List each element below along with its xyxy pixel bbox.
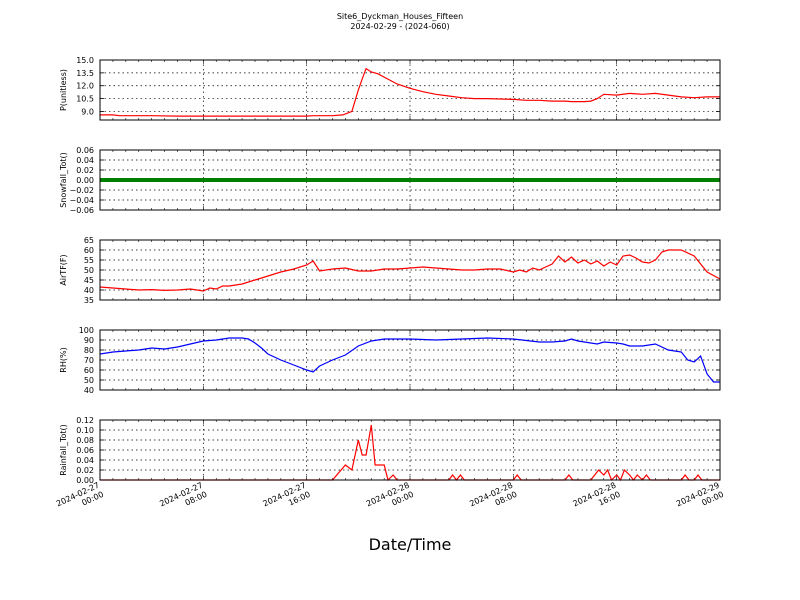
panel-4: 0.120.100.080.060.040.020.00 Rainfall_Tot… xyxy=(59,416,721,485)
y-tick-label: 45 xyxy=(84,276,94,285)
y-axis-label: P(unitless) xyxy=(59,69,68,111)
y-axis-label: RH(%) xyxy=(59,347,68,372)
series-line xyxy=(100,424,720,482)
y-tick-label: 0.06 xyxy=(76,146,94,155)
y-tick-label: 0.00 xyxy=(76,176,94,185)
plot-frame xyxy=(99,329,721,391)
x-tick-label: 2024-02-2900:00 xyxy=(675,481,725,518)
y-tick-label: 50 xyxy=(84,266,94,275)
y-tick-label: 15.0 xyxy=(76,56,94,65)
x-tick-label: 2024-02-2700:00 xyxy=(55,481,105,518)
y-tick-label: 0.08 xyxy=(76,436,94,445)
y-tick-label: −0.04 xyxy=(69,196,94,205)
panel-0: 15.0 13.5 12.0 10.5 9.0 P(unitless) xyxy=(59,56,721,121)
y-tick-label: 9.0 xyxy=(81,107,94,116)
y-tick-label: 50 xyxy=(84,376,94,385)
y-tick-label: 0.06 xyxy=(76,446,94,455)
x-tick-label: 2024-02-2716:00 xyxy=(262,481,312,518)
y-tick-label: 35 xyxy=(84,296,94,305)
panel-1: 0.060.040.020.00−0.02−0.04−0.06Snowfall_… xyxy=(59,146,721,215)
y-axis-label: AirTF(F) xyxy=(59,254,68,285)
plot-frame xyxy=(99,59,721,121)
y-tick-label: 70 xyxy=(84,356,94,365)
chart-title-line1: Site6_Dyckman_Houses_Fifteen xyxy=(337,12,463,21)
y-tick-label: 10.5 xyxy=(76,95,94,104)
y-tick-label: 0.00 xyxy=(76,476,94,485)
x-tick-label: 2024-02-2800:00 xyxy=(365,481,415,518)
y-tick-label: 90 xyxy=(84,336,94,345)
y-tick-label: 0.04 xyxy=(76,456,94,465)
y-tick-label: 65 xyxy=(84,236,94,245)
y-tick-label: 0.12 xyxy=(76,416,94,425)
y-axis-label: Rainfall_Tot() xyxy=(59,424,68,476)
plot-frame xyxy=(99,419,721,481)
y-tick-label: −0.02 xyxy=(69,186,94,195)
y-tick-label: 40 xyxy=(84,286,94,295)
series-line xyxy=(99,249,721,292)
y-axis-label: Snowfall_Tot() xyxy=(59,152,68,208)
y-tick-label: 13.5 xyxy=(76,69,94,78)
y-tick-label: 12.0 xyxy=(76,82,94,91)
x-axis-label: Date/Time xyxy=(369,535,452,554)
y-tick-label: 60 xyxy=(84,366,94,375)
y-tick-label: 60 xyxy=(84,246,94,255)
y-tick-label: 0.02 xyxy=(76,166,94,175)
series-line xyxy=(100,67,720,117)
x-tick-label: 2024-02-2816:00 xyxy=(572,481,622,518)
y-tick-label: 55 xyxy=(84,256,94,265)
y-tick-label: 0.10 xyxy=(76,426,94,435)
y-tick-label: 0.04 xyxy=(76,156,94,165)
x-tick-label: 2024-02-2808:00 xyxy=(468,481,518,518)
plot-frame xyxy=(99,149,721,211)
x-axis-ticks: 2024-02-2700:00 2024-02-2708:00 2024-02-27… xyxy=(55,481,725,518)
chart-title-line2: 2024-02-29 - (2024-060) xyxy=(350,22,449,31)
y-tick-label: −0.06 xyxy=(69,206,94,215)
plot-frame xyxy=(99,239,721,301)
y-tick-label: 40 xyxy=(84,386,94,395)
y-tick-label: 80 xyxy=(84,346,94,355)
series-line xyxy=(99,337,720,383)
y-tick-label: 100 xyxy=(79,326,94,335)
x-tick-label: 2024-02-2708:00 xyxy=(158,481,208,518)
panels-group: 15.013.512.010.59.0P(unitless)0.060.040.… xyxy=(59,56,721,485)
y-tick-label: 0.02 xyxy=(76,466,94,475)
